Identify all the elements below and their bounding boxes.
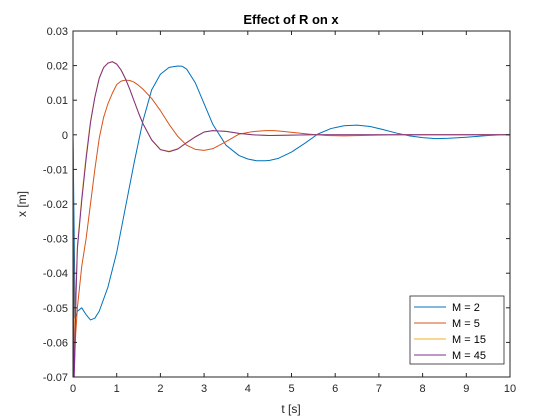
y-tick-label: 0.02: [47, 61, 68, 73]
series-line-1: [73, 65, 510, 321]
y-tick-labels: 0.03 0.02 0.01 0 -0.01 -0.02 -0.03 -0.04 -0.05 -0…: [43, 26, 68, 384]
x-tick-label: 10: [504, 383, 516, 395]
series-line-4: [73, 61, 510, 377]
x-tick-label: 7: [376, 383, 382, 395]
ticks-layer: [72, 30, 511, 378]
x-tick-label: 9: [463, 383, 469, 395]
legend-label-4: M = 45: [452, 350, 486, 362]
y-tick-label: 0: [62, 130, 68, 142]
series-line-2: [73, 79, 510, 371]
x-tick-label: 4: [245, 383, 251, 395]
x-tick-label: 1: [114, 383, 120, 395]
legend-label-3: M = 15: [452, 334, 486, 346]
y-tick-label: 0.01: [47, 95, 68, 107]
x-tick-label: 5: [288, 383, 294, 395]
y-tick-label: -0.07: [43, 372, 68, 384]
x-tick-label: 2: [157, 383, 163, 395]
x-tick-label: 0: [70, 383, 76, 395]
y-axis-label: x [m]: [15, 191, 29, 217]
y-tick-label: 0.03: [47, 26, 68, 38]
y-tick-label: -0.06: [43, 337, 68, 349]
legend[interactable]: M = 2 M = 5 M = 15 M = 45: [409, 295, 505, 365]
legend-label-1: M = 2: [452, 302, 480, 314]
legend-entries: M = 2 M = 5 M = 15 M = 45: [414, 302, 486, 362]
x-tick-label: 3: [201, 383, 207, 395]
y-tick-label: -0.02: [43, 199, 68, 211]
y-tick-label: -0.03: [43, 234, 68, 246]
y-tick-label: -0.04: [43, 268, 68, 280]
y-tick-label: -0.05: [43, 303, 68, 315]
x-axis-label: t [s]: [281, 402, 300, 416]
x-tick-label: 8: [420, 383, 426, 395]
x-tick-labels: 0 1 2 3 4 5 6 7 8 9 10: [70, 383, 516, 395]
y-tick-label: -0.01: [43, 164, 68, 176]
chart-title: Effect of R on x: [243, 12, 339, 27]
legend-label-2: M = 5: [452, 318, 480, 330]
series-layer: [73, 60, 510, 377]
x-tick-label: 6: [332, 383, 338, 395]
